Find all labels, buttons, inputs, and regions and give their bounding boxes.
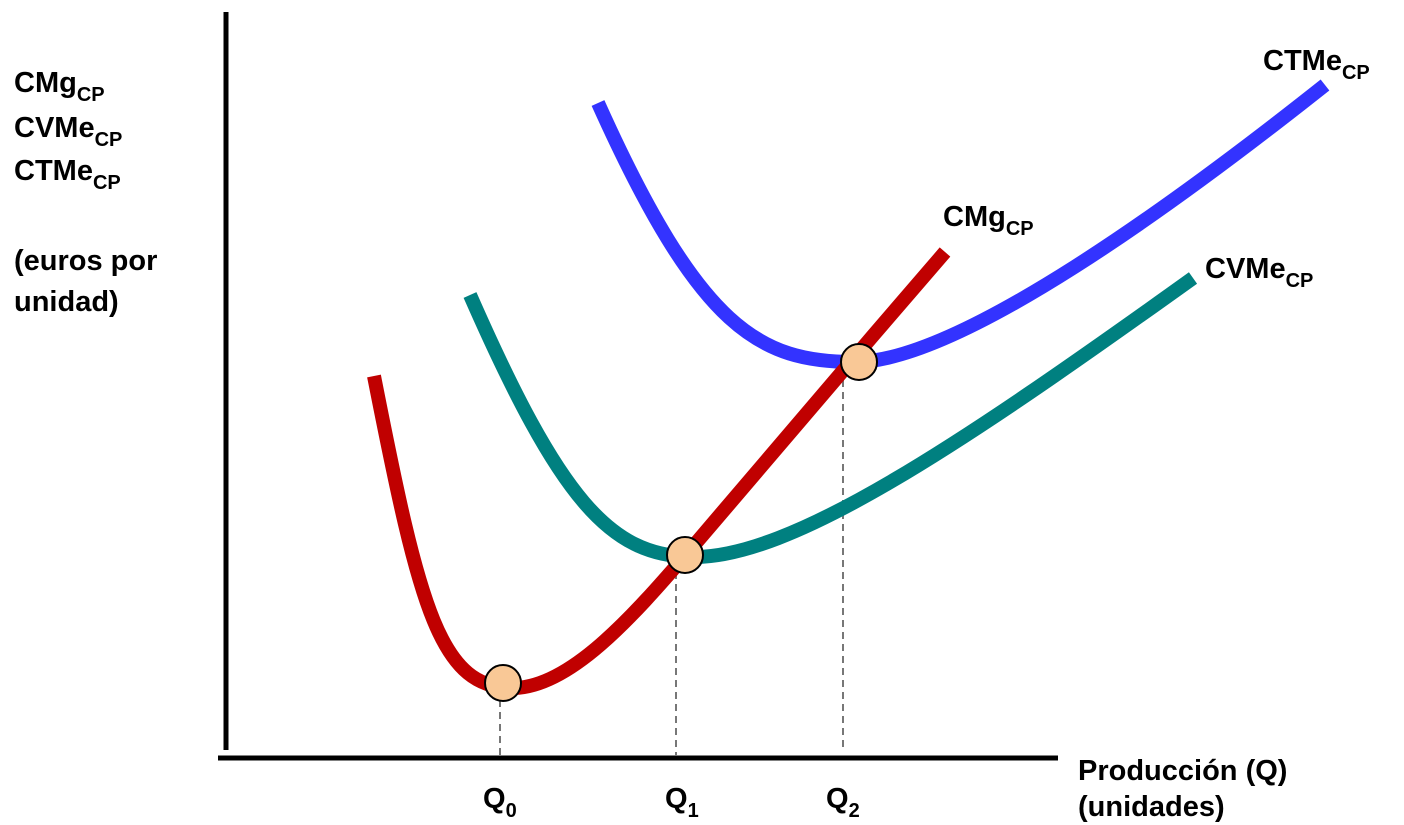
- cmg-curve: [367, 247, 951, 696]
- y-axis-label-ctme: CTMeCP: [14, 155, 121, 194]
- point-q1-cvme-min: [666, 536, 704, 574]
- x-tick-q2: Q2: [826, 783, 860, 822]
- x-axis-label-line2: (unidades): [1078, 791, 1225, 823]
- x-tick-q1: Q1: [665, 783, 699, 822]
- cvme-curve: [463, 272, 1198, 565]
- y-axis-label-cmg: CMgCP: [14, 67, 105, 106]
- y-axis-label-cvme: CVMeCP: [14, 112, 122, 151]
- y-axis-units-line1: (euros por: [14, 245, 157, 277]
- ctme-curve-label: CTMeCP: [1263, 45, 1370, 84]
- y-axis-units-line2: unidad): [14, 286, 119, 318]
- cvme-curve-label: CVMeCP: [1205, 253, 1313, 292]
- x-axis-label-line1: Producción (Q): [1078, 755, 1287, 787]
- point-q0-cmg-min: [484, 664, 522, 702]
- x-tick-q0: Q0: [483, 783, 517, 822]
- point-q2-ctme-min: [840, 343, 878, 381]
- cmg-curve-label: CMgCP: [943, 201, 1034, 240]
